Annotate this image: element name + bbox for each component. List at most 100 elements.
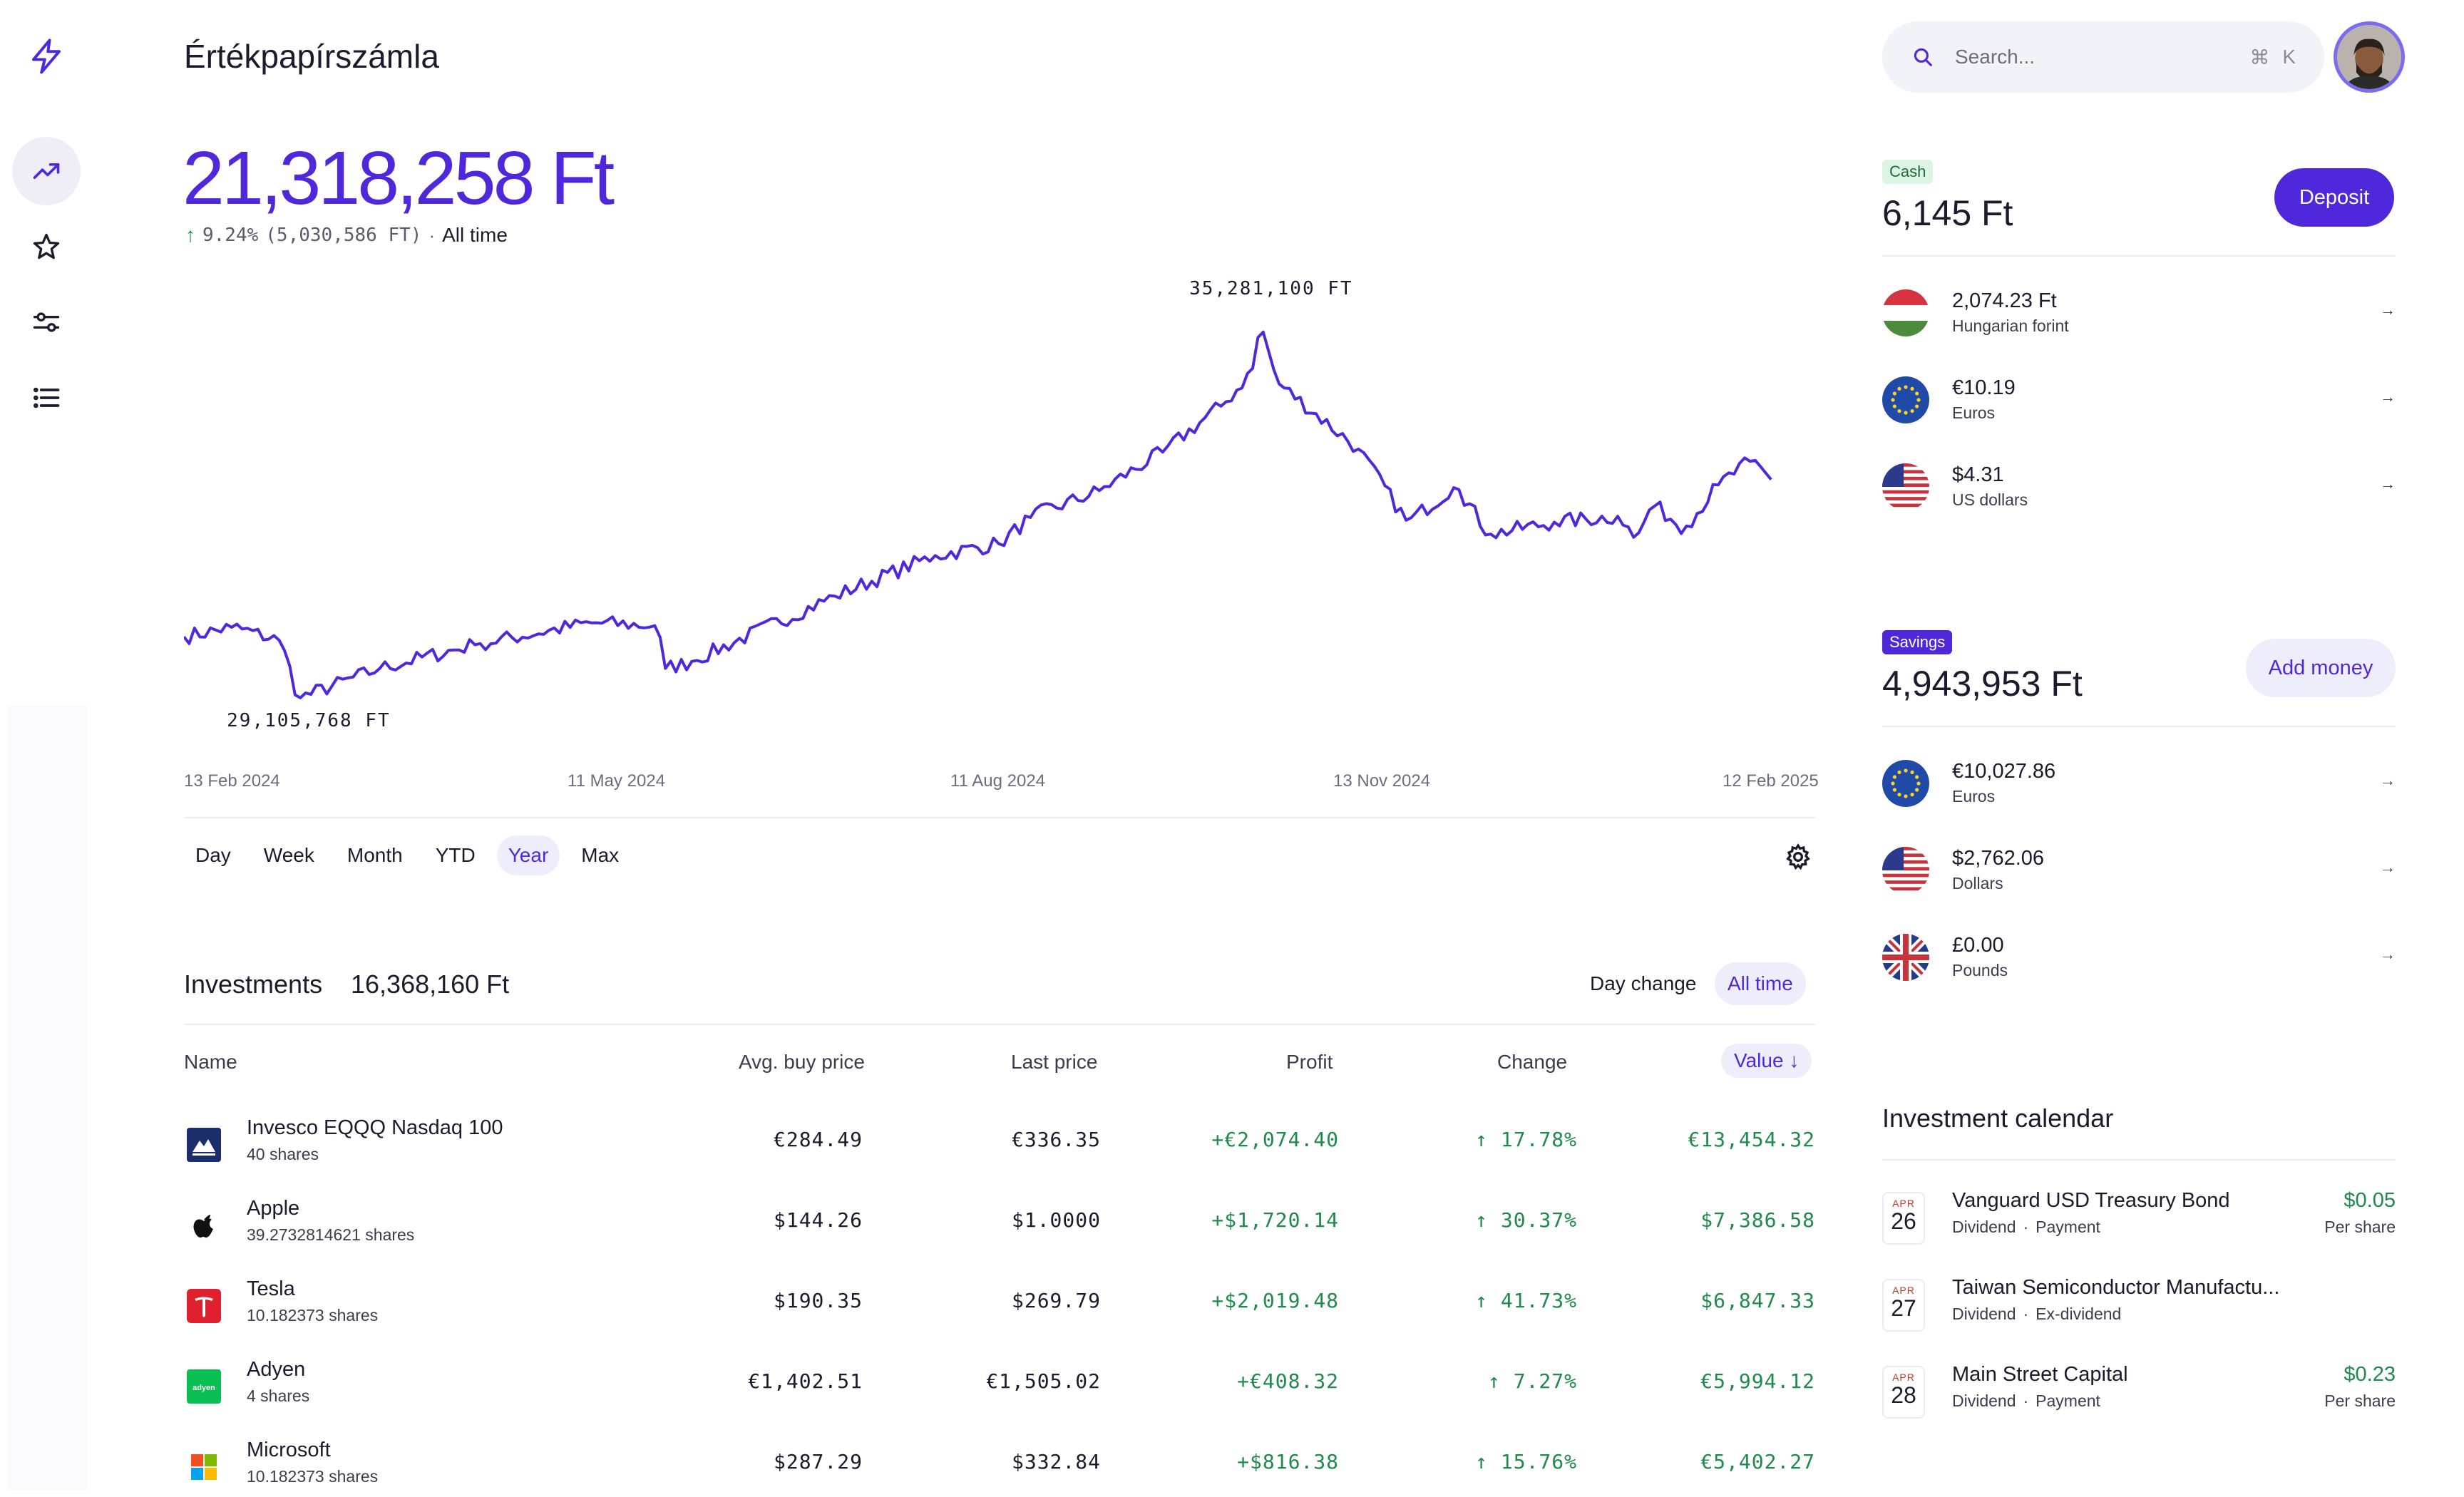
column-header-value[interactable]: Value ↓: [1721, 1044, 1812, 1078]
calendar-event-type: Dividend · Payment: [1952, 1391, 2100, 1411]
range-tab-month[interactable]: Month: [346, 844, 403, 866]
sidebar-background: [7, 706, 87, 1490]
value-cell: €13,454.32: [1688, 1128, 1815, 1151]
x-tick-label: 11 May 2024: [568, 771, 665, 791]
range-tab-max[interactable]: Max: [581, 844, 620, 866]
avatar[interactable]: [2334, 21, 2405, 93]
range-tab-day[interactable]: Day: [195, 844, 231, 866]
add-money-button[interactable]: Add money: [2246, 639, 2396, 697]
change-percent: 9.24%: [202, 225, 259, 246]
event-kind: Ex-dividend: [2036, 1305, 2122, 1323]
arrow-right-icon: →: [2380, 858, 2396, 876]
holding-shares: 39.2732814621 shares: [247, 1225, 415, 1244]
account-row[interactable]: €10.19 Euros →: [1882, 374, 2396, 431]
value-cell: $6,847.33: [1700, 1289, 1815, 1312]
eu-flag-icon: [1882, 760, 1929, 807]
column-header-profit[interactable]: Profit: [1286, 1051, 1333, 1073]
settings-gear-icon[interactable]: [1784, 843, 1812, 871]
column-header-name[interactable]: Name: [184, 1051, 237, 1073]
portfolio-total: 21,318,258 Ft: [183, 136, 615, 220]
account-row[interactable]: 2,074.23 Ft Hungarian forint →: [1882, 287, 2396, 344]
calendar-day: 27: [1891, 1295, 1916, 1321]
account-currency: Dollars: [1952, 874, 2003, 892]
event-separator: ·: [2023, 1391, 2029, 1410]
calendar-event-type: Dividend · Payment: [1952, 1218, 2100, 1237]
range-tab-ytd[interactable]: YTD: [435, 844, 476, 866]
event-separator: ·: [2023, 1218, 2029, 1236]
arrow-right-icon: →: [2380, 475, 2396, 493]
nav-list[interactable]: [12, 364, 81, 432]
holding-name: Apple: [247, 1197, 300, 1220]
invesco-icon: [187, 1128, 221, 1162]
search-icon: [1914, 48, 1932, 66]
table-row[interactable]: Apple 39.2732814621 shares $144.26 $1.0000 +…: [184, 1194, 1815, 1274]
event-category: Dividend: [1952, 1391, 2016, 1410]
value-cell: €5,994.12: [1700, 1369, 1815, 1393]
search-input[interactable]: Search... ⌘ K: [1882, 21, 2324, 93]
table-row[interactable]: Invesco EQQQ Nasdaq 100 40 shares €284.49 €…: [184, 1113, 1815, 1193]
column-header-change[interactable]: Change: [1497, 1051, 1568, 1073]
calendar-month: APR: [1892, 1285, 1915, 1296]
search-placeholder: Search...: [1955, 46, 2036, 68]
last-price-cell: $269.79: [1011, 1289, 1101, 1312]
divider: [1882, 726, 2396, 727]
calendar-security-name: Taiwan Semiconductor Manufactu...: [1952, 1276, 2280, 1299]
calendar-item[interactable]: APR 27 Taiwan Semiconductor Manufactu... Di…: [1882, 1276, 2396, 1340]
chart-max-label: 35,281,100 FT: [1189, 278, 1353, 299]
arrow-right-icon: →: [2380, 301, 2396, 319]
calendar-item[interactable]: APR 26 Vanguard USD Treasury Bond Dividend ·…: [1882, 1189, 2396, 1253]
period-label[interactable]: All time: [442, 224, 508, 246]
account-currency: Hungarian forint: [1952, 317, 2069, 335]
us-flag-icon: [1882, 463, 1929, 510]
table-row[interactable]: Tesla 10.182373 shares $190.35 $269.79 +$2,0…: [184, 1275, 1815, 1354]
chart-x-axis: 13 Feb 2024 11 May 2024 11 Aug 2024 13 Nov …: [184, 771, 1819, 800]
change-cell: ↑ 7.27%: [1487, 1369, 1577, 1393]
account-row[interactable]: $2,762.06 Dollars →: [1882, 844, 2396, 901]
lightning-logo-icon[interactable]: [27, 37, 66, 76]
event-separator: ·: [2023, 1305, 2029, 1323]
apple-icon: [187, 1208, 221, 1243]
account-amount: €10.19: [1952, 376, 2016, 399]
table-row[interactable]: Microsoft 10.182373 shares $287.29 $332.84 +…: [184, 1436, 1815, 1497]
column-header-last-price[interactable]: Last price: [1011, 1051, 1098, 1073]
nav-favorites[interactable]: [12, 212, 81, 281]
range-tabs: Day Week Month YTD Year Max: [184, 835, 630, 875]
calendar-per-share: Per share: [2324, 1391, 2396, 1410]
divider: [184, 1024, 1815, 1025]
account-row[interactable]: €10,027.86 Euros →: [1882, 757, 2396, 814]
command-key: ⌘: [2249, 46, 2270, 68]
performance-summary: ↑ 9.24% (5,030,586 FT) · All time: [185, 224, 508, 247]
range-tab-year[interactable]: Year: [496, 835, 560, 875]
account-currency: Euros: [1952, 403, 1996, 422]
us-flag-icon: [1882, 847, 1929, 894]
holding-shares: 4 shares: [247, 1387, 310, 1405]
savings-badge: Savings: [1882, 630, 1953, 654]
holding-name: Tesla: [247, 1277, 295, 1300]
calendar-month: APR: [1892, 1372, 1915, 1383]
calendar-month: APR: [1892, 1198, 1915, 1209]
chart-min-label: 29,105,768 FT: [227, 710, 391, 731]
calendar-item[interactable]: APR 28 Main Street Capital Dividend · Payment…: [1882, 1363, 2396, 1427]
last-price-cell: $1.0000: [1011, 1208, 1101, 1232]
portfolio-line-chart[interactable]: [184, 271, 1815, 813]
account-amount: £0.00: [1952, 934, 2004, 957]
value-cell: $7,386.58: [1700, 1208, 1815, 1232]
table-row[interactable]: adyen Adyen 4 shares €1,402.51 €1,505.02 +€40…: [184, 1355, 1815, 1435]
change-cell: ↑ 15.76%: [1475, 1450, 1577, 1473]
all-time-toggle[interactable]: All time: [1715, 962, 1806, 1005]
profit-cell: +$816.38: [1237, 1450, 1339, 1473]
holding-shares: 10.182373 shares: [247, 1467, 379, 1486]
eu-flag-icon: [1882, 376, 1929, 423]
avatar-image: [2337, 25, 2401, 89]
account-row[interactable]: £0.00 Pounds →: [1882, 931, 2396, 988]
nav-portfolio[interactable]: [12, 137, 81, 205]
range-tab-week[interactable]: Week: [263, 844, 314, 866]
cash-badge: Cash: [1882, 160, 1934, 184]
column-header-avg-price[interactable]: Avg. buy price: [739, 1051, 865, 1073]
account-row[interactable]: $4.31 US dollars →: [1882, 461, 2396, 518]
last-price-cell: €336.35: [1011, 1128, 1101, 1151]
divider: [1882, 255, 2396, 257]
nav-filters[interactable]: [12, 288, 81, 356]
day-change-toggle[interactable]: Day change: [1590, 972, 1697, 994]
deposit-button[interactable]: Deposit: [2274, 168, 2394, 227]
